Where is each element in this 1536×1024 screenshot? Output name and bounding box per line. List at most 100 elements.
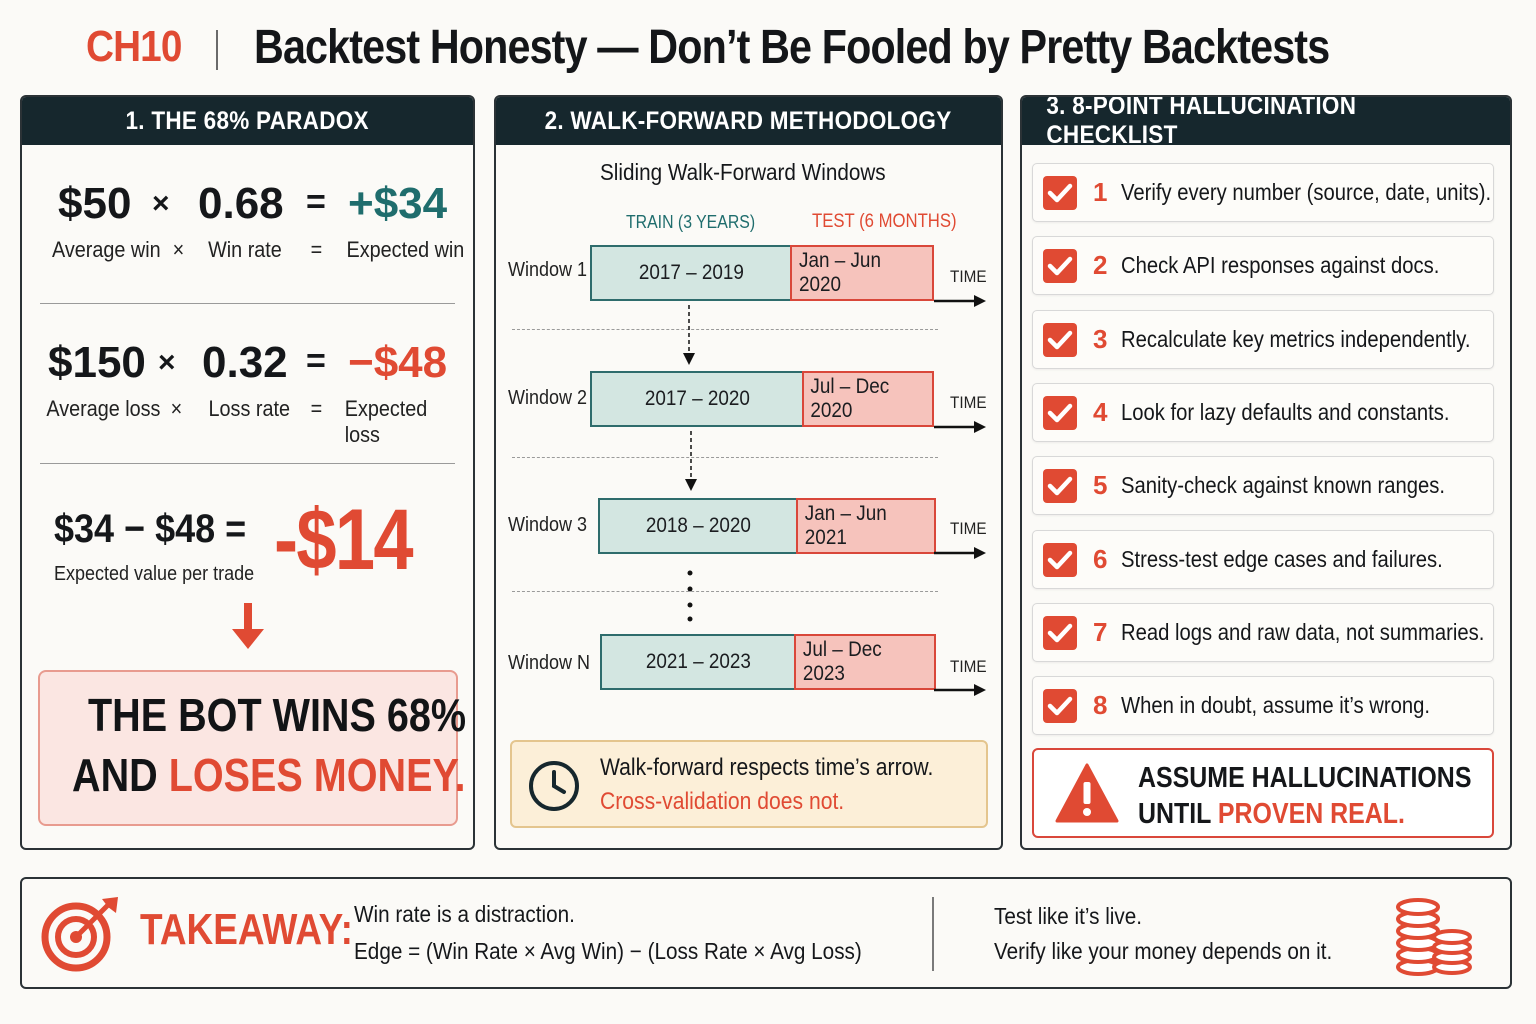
checkbox-check-icon[interactable]	[1043, 615, 1077, 650]
takeaway-line-1: Win rate is a distraction.	[354, 901, 575, 927]
test-period: Jul – Dec 2020	[802, 371, 934, 427]
coin-stack-icon	[1396, 898, 1472, 976]
label-loss-rate: Loss rate	[208, 396, 290, 421]
checklist-number: 3	[1093, 323, 1108, 354]
checkbox-check-icon[interactable]	[1043, 542, 1077, 577]
expected-value-label: Expected value per trade	[54, 563, 255, 585]
train-header: TRAIN (3 YEARS)	[626, 212, 756, 232]
takeaway-divider	[932, 897, 934, 971]
window-label: Window 1	[508, 259, 588, 281]
label-win-rate: Win rate	[208, 237, 282, 262]
window-separator	[512, 591, 938, 592]
window-separator	[512, 329, 938, 330]
time-arrow	[934, 547, 986, 559]
banner-line-2: AND LOSES MONEY.	[72, 748, 465, 802]
walk-forward-subtitle: Sliding Walk-Forward Windows	[600, 159, 886, 185]
checklist-number: 8	[1093, 690, 1108, 721]
panel-hallucination-checklist: 3. 8-POINT HALLUCINATION CHECKLIST 1 Veri…	[1020, 95, 1512, 850]
window-label: Window 2	[508, 387, 588, 409]
checklist-text: Read logs and raw data, not summaries.	[1121, 618, 1485, 645]
window-label: Window 3	[508, 514, 588, 536]
test-header: TEST (6 MONTHS)	[812, 211, 957, 232]
checklist-text: Stress-test edge cases and failures.	[1121, 545, 1443, 572]
alert-line-2-prefix: UNTIL	[1138, 798, 1218, 830]
checkbox-check-icon[interactable]	[1043, 322, 1077, 357]
note-line-2: Cross-validation does not.	[600, 788, 845, 815]
label-avg-loss: Average loss	[46, 396, 161, 421]
time-arrow	[934, 684, 986, 696]
checklist-number: 1	[1093, 177, 1108, 207]
label-equals: =	[310, 396, 323, 421]
window-label: Window N	[508, 652, 591, 674]
checklist-number: 4	[1093, 396, 1108, 427]
test-period: Jan – Jun 2021	[796, 498, 936, 554]
expected-value-expression: $34 − $48 =	[54, 507, 247, 551]
divider	[40, 463, 455, 464]
checklist-text: When in doubt, assume it’s wrong.	[1121, 692, 1431, 719]
clock-icon	[529, 761, 579, 811]
checklist-text: Check API responses against docs.	[1121, 252, 1440, 279]
expected-loss-value: −$48	[348, 338, 448, 387]
checklist-text: Recalculate key metrics independently.	[1121, 325, 1471, 352]
note-line-1: Walk-forward respects time’s arrow.	[600, 754, 934, 781]
train-period: 2017 – 2020	[590, 371, 804, 427]
checklist-item: 4 Look for lazy defaults and constants.	[1032, 382, 1494, 442]
window-separator	[512, 457, 938, 458]
takeaway-edge-formula: Edge = (Win Rate × Avg Win) − (Loss Rate…	[354, 938, 862, 964]
panel-walk-forward: 2. WALK-FORWARD METHODOLOGY Sliding Walk…	[494, 95, 1003, 850]
avg-loss-value: $150	[48, 338, 146, 387]
time-arrow	[934, 421, 986, 433]
checklist-item: 7 Read logs and raw data, not summaries.	[1032, 602, 1494, 662]
takeaway-bar: TAKEAWAY: Win rate is a distraction. Edg…	[20, 877, 1512, 989]
alert-line-2: UNTIL PROVEN REAL.	[1138, 798, 1405, 831]
takeaway-right-1: Test like it’s live.	[994, 903, 1143, 929]
checklist-number: 2	[1093, 250, 1108, 281]
test-period: Jul – Dec 2023	[794, 634, 936, 690]
paradox-banner: THE BOT WINS 68% AND LOSES MONEY.	[38, 670, 466, 826]
banner-line-1: THE BOT WINS 68%	[88, 689, 467, 741]
checklist-item: 1 Verify every number (source, date, unit…	[1032, 163, 1494, 222]
test-period: Jan – Jun 2020	[790, 245, 934, 301]
equals-sign: =	[306, 183, 326, 221]
checklist-number: 7	[1093, 616, 1108, 647]
chapter-label: CH10	[86, 22, 182, 71]
checklist-item: 5 Sanity-check against known ranges.	[1032, 456, 1494, 516]
checkbox-check-icon[interactable]	[1043, 395, 1077, 430]
takeaway-right-2: Verify like your money depends on it.	[994, 938, 1333, 964]
train-period: 2018 – 2020	[598, 498, 798, 554]
win-rate-value: 0.68	[198, 179, 284, 228]
label-equals: =	[310, 237, 323, 262]
page-title: Backtest Honesty — Don’t Be Fooled by Pr…	[254, 21, 1330, 74]
time-label: TIME	[950, 519, 987, 538]
multiply-sign: ×	[152, 187, 170, 220]
alert-proven-real: PROVEN REAL.	[1217, 798, 1405, 830]
ellipsis-dots	[687, 570, 693, 622]
checkbox-check-icon[interactable]	[1043, 249, 1077, 284]
loss-rate-value: 0.32	[202, 338, 288, 387]
header-divider	[216, 30, 218, 70]
label-avg-win: Average win	[52, 237, 161, 262]
arrow-down-icon	[683, 305, 695, 365]
checklist-text: Look for lazy defaults and constants.	[1121, 398, 1450, 425]
panel-heading: 1. THE 68% PARADOX	[22, 97, 473, 145]
hallucination-alert: ASSUME HALLUCINATIONS UNTIL PROVEN REAL.	[1032, 748, 1494, 838]
banner-loses-money: LOSES MONEY.	[168, 749, 466, 801]
checklist-text: Verify every number (source, date, units…	[1121, 179, 1492, 205]
checkbox-check-icon[interactable]	[1043, 176, 1077, 210]
train-period: 2017 – 2019	[590, 245, 792, 301]
checklist-number: 6	[1093, 543, 1108, 574]
label-expected-win: Expected win	[346, 237, 465, 262]
warning-triangle-icon	[1055, 763, 1119, 823]
banner-line-2-prefix: AND	[72, 749, 169, 801]
time-label: TIME	[950, 267, 987, 286]
checklist-text: Sanity-check against known ranges.	[1121, 472, 1446, 499]
panel-heading: 2. WALK-FORWARD METHODOLOGY	[496, 97, 1001, 145]
divider	[40, 303, 455, 304]
label-times: ×	[172, 237, 185, 262]
avg-win-value: $50	[58, 179, 132, 228]
expected-win-value: +$34	[348, 179, 448, 228]
checklist-item: 2 Check API responses against docs.	[1032, 236, 1494, 296]
checkbox-check-icon[interactable]	[1043, 689, 1077, 724]
arrow-down-icon	[685, 431, 697, 491]
checkbox-check-icon[interactable]	[1043, 469, 1077, 504]
